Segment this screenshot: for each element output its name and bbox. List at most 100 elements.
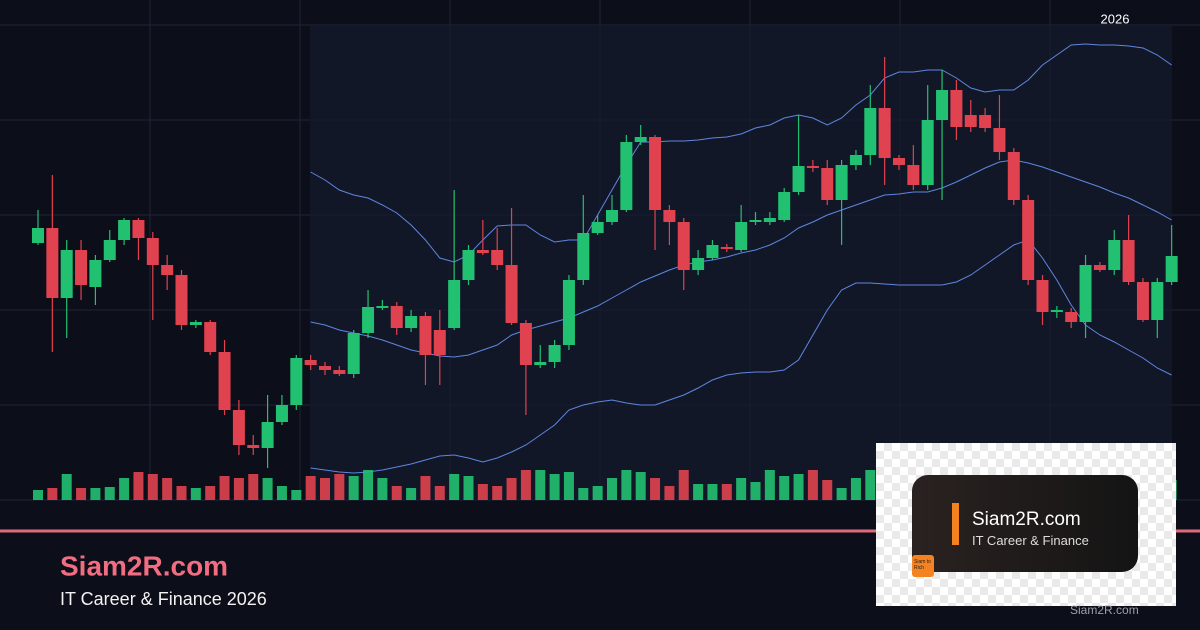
volume-bar <box>535 470 546 500</box>
candle-body <box>663 210 676 222</box>
volume-bar <box>650 478 661 500</box>
logo-bar <box>952 503 959 545</box>
volume-bar <box>334 474 345 500</box>
volume-bar <box>47 488 58 500</box>
volume-bar <box>707 484 718 500</box>
candle-body <box>964 115 977 127</box>
volume-bar <box>764 470 775 500</box>
candle-body <box>519 323 532 365</box>
volume-bar <box>90 488 101 500</box>
candle-body <box>835 165 848 200</box>
volume-bar <box>592 486 603 500</box>
candle-body <box>247 445 260 448</box>
volume-bar <box>305 476 316 500</box>
volume-bar <box>449 474 460 500</box>
candle-body <box>204 322 217 352</box>
logo-title: Siam2R.com <box>972 509 1081 530</box>
volume-bar <box>262 478 273 500</box>
volume-bar <box>793 474 804 500</box>
volume-bar <box>377 478 388 500</box>
volume-bar <box>578 488 589 500</box>
volume-bar <box>248 474 259 500</box>
candle-body <box>189 322 202 325</box>
candle-body <box>706 245 719 258</box>
candle-body <box>893 158 905 165</box>
candle-body <box>433 330 446 355</box>
candle-body <box>333 370 346 374</box>
candle-body <box>261 422 274 448</box>
volume-bar <box>492 486 503 500</box>
candle-body <box>319 366 331 370</box>
volume-bar <box>678 470 689 500</box>
volume-bar <box>61 474 72 500</box>
candle-body <box>1108 240 1121 270</box>
candle-body <box>1151 282 1164 320</box>
candle-body <box>1079 265 1092 322</box>
volume-bar <box>779 476 790 500</box>
volume-bar <box>822 480 833 500</box>
logo-subtitle: IT Career & Finance <box>972 533 1089 548</box>
volume-bar <box>865 470 876 500</box>
candle-body <box>936 90 949 120</box>
footer-title: Siam2R.com <box>60 550 228 581</box>
candle-body <box>1165 256 1178 282</box>
candle-body <box>749 220 762 222</box>
candle-body <box>161 265 174 275</box>
volume-bar <box>219 476 230 500</box>
candle-body <box>419 316 432 355</box>
volume-bar <box>33 490 43 500</box>
candle-body <box>376 306 389 308</box>
candle-body <box>692 258 705 270</box>
candle-body <box>979 115 992 128</box>
candle-body <box>405 316 418 328</box>
candle-body <box>1122 240 1135 282</box>
volume-bar <box>736 478 747 500</box>
candle-body <box>46 228 59 298</box>
volume-bar <box>406 488 417 500</box>
volume-bar <box>420 476 431 500</box>
volume-bar <box>233 478 244 500</box>
candle-body <box>1036 280 1049 312</box>
volume-bar <box>291 490 302 500</box>
candle-body <box>476 250 489 253</box>
candle-body <box>591 222 604 233</box>
candle-body <box>505 265 518 323</box>
volume-bar <box>190 488 201 500</box>
volume-bar <box>434 486 445 500</box>
candle-body <box>907 165 920 185</box>
candle-body <box>562 280 575 345</box>
candle-body <box>218 352 231 410</box>
volume-bar <box>76 488 87 500</box>
volume-bar <box>520 470 531 500</box>
volume-bar <box>205 486 216 500</box>
candle-body <box>921 120 934 185</box>
volume-bar <box>119 478 130 500</box>
candle-body <box>1065 312 1078 322</box>
candle-body <box>649 137 662 210</box>
volume-bar <box>348 476 359 500</box>
candle-body <box>677 222 690 270</box>
volume-bar <box>162 478 173 500</box>
volume-bar <box>621 470 632 500</box>
candle-body <box>620 142 633 210</box>
candle-body <box>763 218 776 222</box>
volume-bar <box>320 478 330 500</box>
candle-body <box>89 260 102 287</box>
volume-bar <box>836 488 847 500</box>
volume-bar <box>363 470 374 500</box>
volume-bar <box>850 478 861 500</box>
volume-bar <box>750 482 761 500</box>
candle-body <box>390 306 403 328</box>
candle-body <box>735 222 748 250</box>
volume-bar <box>463 476 474 500</box>
volume-bar <box>549 474 560 500</box>
candle-body <box>864 108 877 155</box>
candle-body <box>146 238 159 265</box>
logo-icon: Siam to Rich <box>912 555 934 577</box>
volume-bar <box>276 486 287 500</box>
candle-body <box>347 333 360 374</box>
candle-body <box>792 166 805 192</box>
candle-body <box>534 362 547 365</box>
volume-bar <box>133 472 144 500</box>
candle-body <box>75 250 88 285</box>
